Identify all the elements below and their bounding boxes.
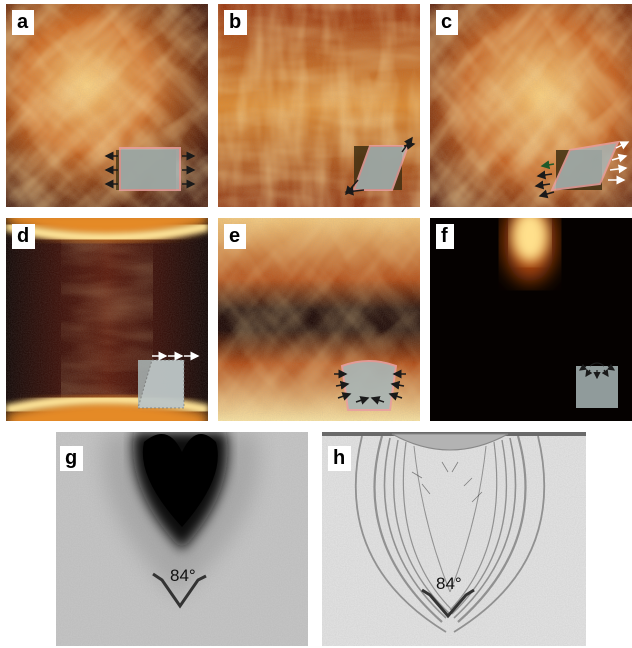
panel-b-image <box>218 4 420 207</box>
panel-e: e <box>218 218 420 421</box>
panel-f-image <box>430 218 632 421</box>
panel-b: b <box>218 4 420 207</box>
force-arrows <box>579 363 615 380</box>
panel-c-image <box>430 4 632 207</box>
panel-label-a: a <box>12 10 35 35</box>
force-arrows <box>334 369 406 405</box>
panel-a: a <box>6 4 208 207</box>
angle-marker <box>152 572 207 609</box>
specimen <box>119 147 181 191</box>
panel-a-image <box>6 4 208 207</box>
angle-label-g: 84° <box>170 566 196 585</box>
angle-label-h: 84° <box>436 574 462 593</box>
force-arrows <box>534 141 630 199</box>
panel-label-d: d <box>12 224 36 249</box>
angle-marker <box>421 588 475 619</box>
force-arrows <box>104 151 196 189</box>
panel-label-c: c <box>436 10 459 35</box>
panel-d-image <box>6 218 208 421</box>
specimen <box>550 140 620 192</box>
panel-label-f: f <box>436 224 454 249</box>
panel-h: h 84° <box>322 432 586 646</box>
specimen <box>340 360 398 411</box>
panel-g-image <box>56 432 308 646</box>
crack-pattern <box>354 435 546 633</box>
panel-label-h: h <box>328 446 352 471</box>
panel-h-image <box>322 432 586 646</box>
panel-c: c <box>430 4 632 207</box>
panel-label-b: b <box>224 10 248 35</box>
force-arrows <box>344 136 416 196</box>
panel-label-e: e <box>224 224 247 249</box>
panel-f: f <box>430 218 632 421</box>
panel-d: d <box>6 218 208 421</box>
panel-e-image <box>218 218 420 421</box>
panel-g: g 84° <box>56 432 308 646</box>
panel-label-g: g <box>60 446 84 471</box>
